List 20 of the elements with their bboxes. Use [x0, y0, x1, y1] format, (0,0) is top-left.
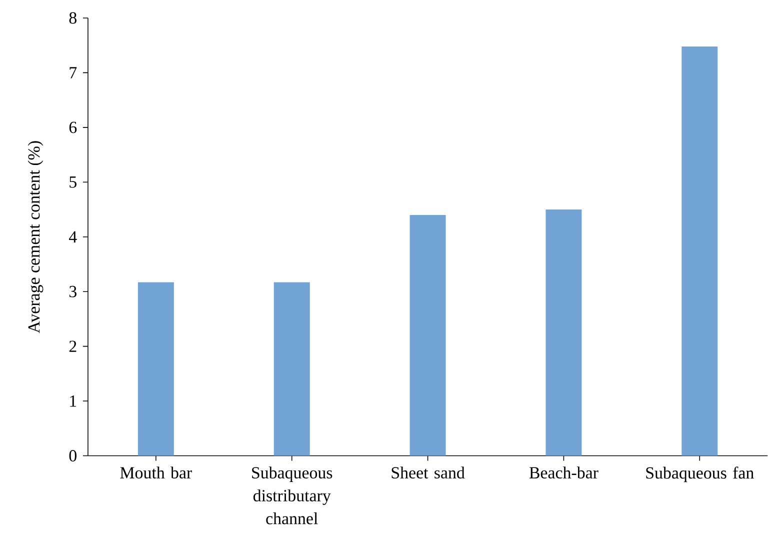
x-tick-label: Subaqueous distributary channel: [252, 466, 332, 524]
bar: [546, 210, 582, 456]
y-tick-label: 1: [70, 396, 76, 407]
y-axis-title: Average cement content (%): [28, 141, 44, 334]
x-tick-label: Mouth bar: [120, 466, 192, 479]
x-tick-label: Beach-bar: [529, 466, 598, 479]
x-tick-label: Sheet sand: [392, 466, 465, 479]
y-tick-label: 2: [69, 340, 76, 352]
bar: [138, 282, 174, 456]
bar: [274, 282, 310, 456]
y-tick-label: 0: [69, 450, 76, 462]
y-tick-label: 6: [69, 122, 77, 134]
y-tick-label: 7: [70, 67, 77, 78]
bar: [682, 46, 718, 456]
x-tick-label: Subaqueous fan: [646, 466, 754, 482]
bar: [410, 215, 446, 456]
y-tick-label: 8: [69, 12, 76, 24]
y-tick-label: 4: [68, 231, 77, 243]
y-tick-label: 3: [69, 286, 76, 298]
y-tick-label: 5: [70, 176, 76, 188]
